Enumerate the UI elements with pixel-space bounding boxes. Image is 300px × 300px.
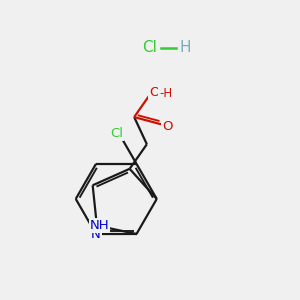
Text: Cl: Cl bbox=[110, 127, 124, 140]
Text: O: O bbox=[162, 120, 172, 133]
Text: Cl: Cl bbox=[142, 40, 158, 56]
Text: H: H bbox=[180, 40, 191, 56]
Text: NH: NH bbox=[89, 219, 109, 232]
Text: -H: -H bbox=[159, 87, 172, 100]
Text: O: O bbox=[149, 86, 159, 99]
Text: N: N bbox=[91, 227, 101, 241]
